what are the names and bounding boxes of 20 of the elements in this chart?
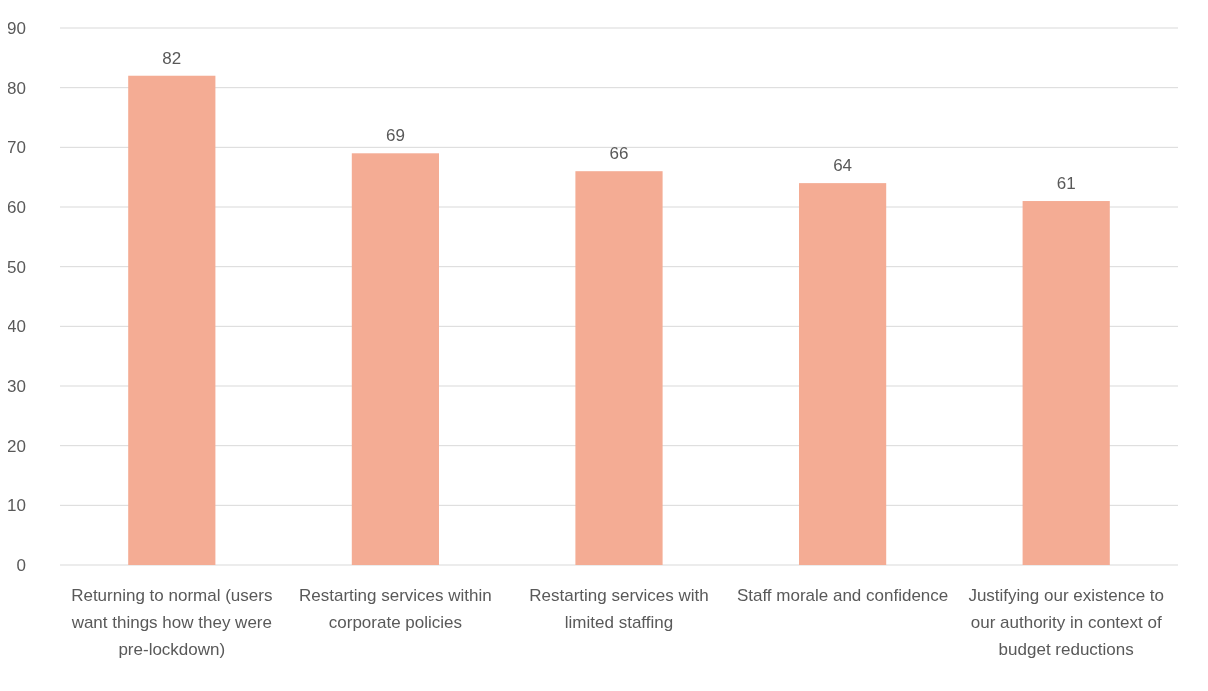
y-tick-label: 90 (7, 18, 26, 38)
data-label: 69 (385, 126, 405, 146)
y-tick-label: 70 (7, 138, 26, 158)
y-tick-label: 40 (7, 317, 26, 337)
y-tick-label: 60 (7, 197, 26, 217)
x-tick-label: Restarting services with limited staffing (529, 586, 709, 632)
data-label: 66 (609, 144, 629, 164)
data-label: 64 (833, 156, 853, 176)
data-label: 61 (1056, 174, 1076, 194)
y-tick-label: 20 (7, 436, 26, 456)
y-tick-label: 50 (7, 257, 26, 277)
x-tick-label: Justifying our existence to our authority in context of budget reductions (968, 586, 1164, 659)
x-tick-label: Staff morale and confidence (736, 586, 949, 605)
y-tick-label: 80 (7, 78, 26, 98)
y-tick-label: 0 (16, 555, 26, 575)
x-tick-label: Returning to normal (users want things how they were pre-lockdown) (70, 586, 273, 659)
y-tick-label: 30 (7, 376, 26, 396)
data-label: 82 (162, 48, 182, 68)
y-tick-label: 10 (7, 496, 26, 516)
x-tick-label: Restarting services within corporate policies (299, 586, 492, 632)
